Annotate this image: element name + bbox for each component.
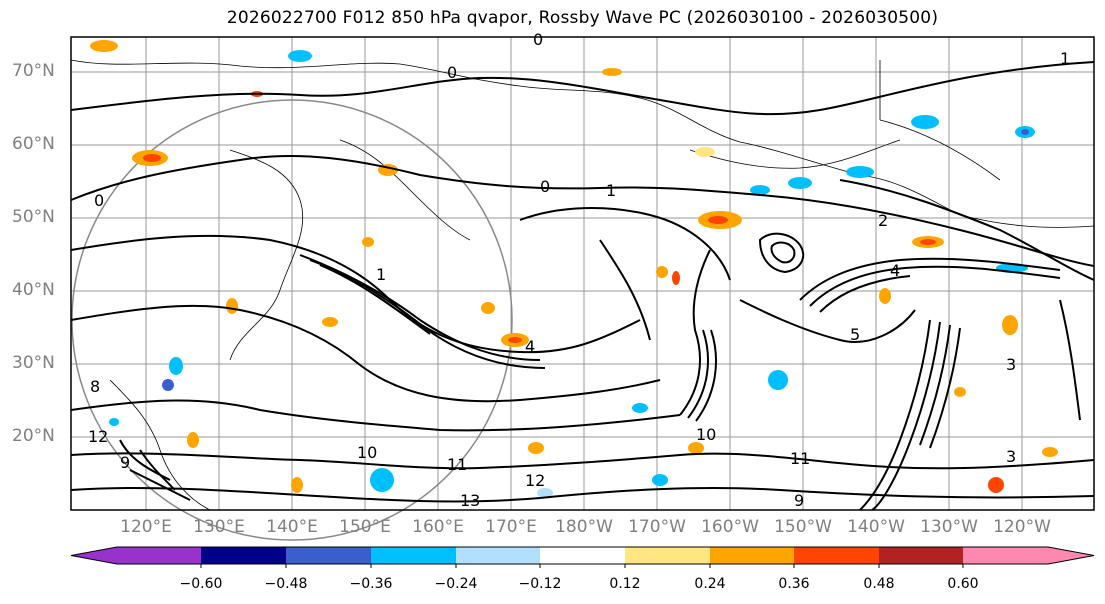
graticule <box>71 37 1094 510</box>
lat-label-20n: 20°N <box>12 426 55 446</box>
contour-label: 10 <box>696 425 716 444</box>
contour-label: 0 <box>447 63 457 82</box>
contour-label: 13 <box>460 491 480 510</box>
colorbar-tick-label: −0.36 <box>349 576 393 592</box>
coastlines <box>70 59 1095 511</box>
lon-label-140e: 140°E <box>266 517 318 537</box>
contour-label: 1 <box>376 265 386 284</box>
lon-label-160e: 160°E <box>412 517 464 537</box>
contour-label: 1 <box>606 181 616 200</box>
colorbar-extend-min <box>71 547 117 564</box>
contour-lines <box>70 61 1095 511</box>
lon-label-170w: 170°W <box>628 517 686 537</box>
colorbar-tick-label: 0.60 <box>947 576 979 592</box>
colorbar-segment <box>456 547 540 564</box>
contour-label: 4 <box>890 261 900 280</box>
colorbar-segment <box>117 547 201 564</box>
colorbar-tick-label: 0.48 <box>863 576 895 592</box>
colorbar-segment <box>371 547 456 564</box>
colorbar-segment <box>625 547 710 564</box>
contour-label: 3 <box>1006 355 1016 374</box>
contour-label: 11 <box>790 449 810 468</box>
contour-labels: 0 0 0 0 1 1 1 2 4 4 5 8 9 10 10 11 11 12… <box>88 30 1070 510</box>
lon-label-150e: 150°E <box>339 517 391 537</box>
colorbar-segment <box>540 547 625 564</box>
contour-label: 5 <box>850 325 860 344</box>
lat-label-60n: 60°N <box>12 134 55 154</box>
colorbar-segment <box>201 547 286 564</box>
contour-label: 11 <box>447 455 467 474</box>
contour-label: 9 <box>120 453 130 472</box>
lat-label-70n: 70°N <box>12 61 55 81</box>
colorbar-extend-max <box>1048 547 1094 564</box>
contour-label: 0 <box>540 177 550 196</box>
colorbar-tick-label: −0.24 <box>434 576 478 592</box>
lon-label-150w: 150°W <box>774 517 832 537</box>
colorbar-tick-label: 0.12 <box>609 576 641 592</box>
lon-label-160w: 160°W <box>701 517 759 537</box>
lon-label-120e: 120°E <box>120 517 172 537</box>
colorbar-segment <box>963 547 1048 564</box>
contour-label: 4 <box>525 337 535 356</box>
contour-label: 3 <box>1006 447 1016 466</box>
lon-label-180w: 180°W <box>555 517 613 537</box>
lon-label-170e: 170°E <box>485 517 537 537</box>
lat-label-30n: 30°N <box>12 353 55 373</box>
colorbar-tick-label: −0.60 <box>179 576 223 592</box>
colorbar-tick-label: −0.48 <box>264 576 308 592</box>
contour-label: 0 <box>533 30 543 49</box>
contour-label: 12 <box>88 427 108 446</box>
contour-label: 2 <box>878 211 888 230</box>
map-area <box>71 37 1094 510</box>
qvapor-anomalies <box>90 40 1058 498</box>
contour-label: 0 <box>94 191 104 210</box>
lon-label-120w: 120°W <box>993 517 1051 537</box>
colorbar-segment <box>710 547 794 564</box>
map-border <box>70 36 1095 511</box>
colorbar-tick-label: 0.36 <box>778 576 810 592</box>
colorbar <box>70 546 1095 568</box>
map-title: 2026022700 F012 850 hPa qvapor, Rossby W… <box>226 8 939 28</box>
colorbar-tick-label: −0.12 <box>518 576 562 592</box>
colorbar-segment <box>286 547 371 564</box>
colorbar-outline <box>70 546 1095 565</box>
colorbar-segment <box>794 547 879 564</box>
lon-label-130w: 130°W <box>920 517 978 537</box>
colorbar-tick-label: 0.24 <box>694 576 726 592</box>
lat-label-40n: 40°N <box>12 280 55 300</box>
contour-label: 8 <box>90 377 100 396</box>
lon-label-140w: 140°W <box>847 517 905 537</box>
lon-label-130e: 130°E <box>193 517 245 537</box>
contour-label: 9 <box>794 491 804 510</box>
lat-label-50n: 50°N <box>12 207 55 227</box>
colorbar-segment <box>879 547 963 564</box>
contour-label: 10 <box>357 443 377 462</box>
contour-label: 12 <box>525 471 545 490</box>
contour-label: 1 <box>1060 49 1070 68</box>
